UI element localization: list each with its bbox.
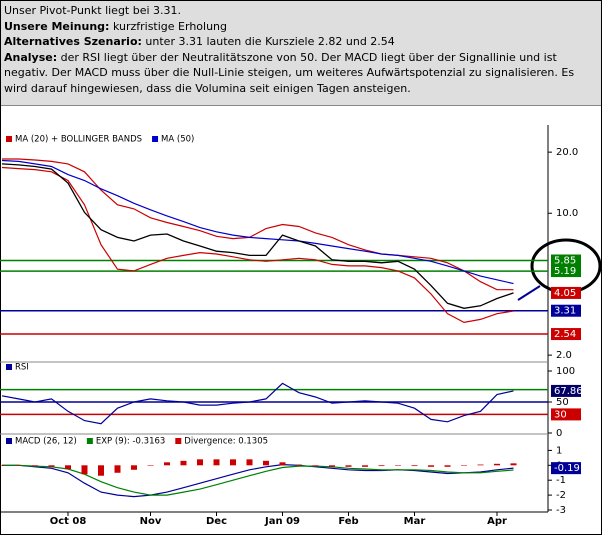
histogram-bar (494, 463, 500, 466)
series-line (1, 382, 514, 425)
price-line (1, 163, 514, 309)
series-line (2, 464, 514, 496)
badge-label: 4.05 (554, 288, 576, 299)
badge-label: 5.85 (554, 256, 576, 267)
histogram-bar (131, 465, 137, 470)
value-badge (551, 304, 581, 317)
x-tick-label: Oct 08 (50, 516, 87, 527)
x-tick-label: Jan 09 (264, 516, 300, 527)
y-tick-label: -3 (556, 505, 566, 516)
badge-label: 30 (554, 409, 567, 420)
legend-swatch (152, 136, 159, 142)
y-tick-label: 100 (556, 366, 575, 377)
comment-line: Alternatives Szenario: unter 3.31 lauten… (4, 34, 598, 50)
histogram-bar (32, 465, 38, 467)
value-badge (551, 286, 581, 299)
y-tick-label: 20.0 (556, 147, 578, 158)
histogram-bar (0, 465, 5, 466)
legend-label: EXP (9): -0.3163 (96, 437, 165, 447)
histogram-bar (48, 465, 55, 467)
x-tick-label: Mar (404, 516, 426, 527)
histogram-bar (246, 459, 253, 466)
y-tick-label: -2 (556, 490, 566, 501)
value-badge (551, 384, 581, 397)
histogram-bar (395, 465, 401, 466)
x-tick-label: Dec (206, 516, 227, 527)
arrow (517, 285, 541, 301)
series-line (1, 166, 514, 324)
histogram-bar (378, 465, 385, 467)
legend-label: RSI (15, 363, 29, 373)
value-badge (551, 408, 581, 421)
comment-text: der RSI liegt über der Neutralitätszone … (4, 50, 575, 95)
histogram-bar (428, 465, 434, 467)
badge-label: 3.31 (554, 306, 576, 317)
comment-text: Unser Pivot-Punkt liegt bei 3.31. (4, 4, 182, 17)
x-tick-label: Nov (140, 516, 162, 527)
legend-swatch (6, 364, 12, 370)
histogram-bar (345, 465, 352, 467)
y-tick-label: 2.0 (556, 350, 572, 361)
histogram-bar (15, 465, 22, 466)
value-badge (551, 254, 581, 267)
histogram-bar (180, 460, 187, 466)
comment-text: unter 3.31 lauten die Kursziele 2.82 und… (145, 35, 395, 48)
badge-label: -0.19 (554, 463, 580, 474)
histogram-bar (461, 465, 467, 466)
legend-label: MA (20) + BOLLINGER BANDS (15, 135, 142, 145)
badge-label: 2.54 (554, 329, 576, 340)
histogram-bar (510, 463, 517, 466)
legend-label: Divergence: 0.1305 (184, 437, 268, 447)
x-tick-label: Apr (487, 516, 507, 527)
x-tick-label: Feb (338, 516, 358, 527)
histogram-bar (329, 465, 335, 467)
comment-line: Analyse: der RSI liegt über der Neutrali… (4, 50, 598, 97)
histogram-bar (98, 465, 104, 476)
series-line (2, 463, 514, 498)
comment-label: Unsere Meinung: (4, 19, 110, 33)
value-badge (551, 462, 581, 475)
series-line (2, 158, 514, 291)
legend-swatch (6, 438, 12, 444)
series-line (1, 159, 514, 285)
legend-swatch (86, 438, 93, 444)
histogram-bar (197, 459, 203, 466)
badge-label: 5.19 (554, 266, 576, 277)
comment-line: Unsere Meinung: kurzfristige Erholung (4, 19, 598, 35)
y-tick-label: 1 (556, 445, 562, 456)
histogram-bar (213, 459, 220, 466)
histogram-bar (147, 465, 154, 466)
comment-line: Unser Pivot-Punkt liegt bei 3.31. (4, 3, 598, 19)
histogram-bar (230, 459, 236, 466)
value-badge (551, 265, 581, 278)
histogram-bar (296, 464, 302, 466)
histogram-bar (81, 465, 88, 475)
histogram-bar (362, 465, 368, 467)
histogram-bar (477, 464, 484, 466)
y-tick-label: -1 (556, 475, 566, 486)
commentary: Unser Pivot-Punkt liegt bei 3.31. Unsere… (1, 1, 601, 106)
histogram-bar (411, 465, 418, 467)
legend-label: MA (50) (161, 135, 194, 145)
histogram-bar (279, 462, 286, 466)
comment-label: Analyse: (4, 50, 58, 64)
legend-swatch (175, 438, 182, 444)
y-tick-label: 10.0 (556, 208, 578, 219)
histogram-bar (444, 465, 451, 467)
histogram-bar (164, 462, 170, 466)
comment-text: kurzfristige Erholung (112, 19, 227, 33)
y-tick-label: 0 (556, 428, 562, 439)
histogram-bar (114, 465, 121, 473)
value-badge (551, 328, 581, 341)
y-tick-label: 50 (556, 397, 569, 408)
histogram-bar (65, 465, 71, 470)
legend-label: MACD (26, 12) (15, 437, 77, 447)
histogram-bar (263, 460, 269, 466)
badge-label: 67.86 (554, 386, 583, 397)
comment-label: Alternatives Szenario: (4, 35, 142, 48)
histogram-bar (312, 465, 319, 467)
legend-swatch (6, 136, 12, 142)
